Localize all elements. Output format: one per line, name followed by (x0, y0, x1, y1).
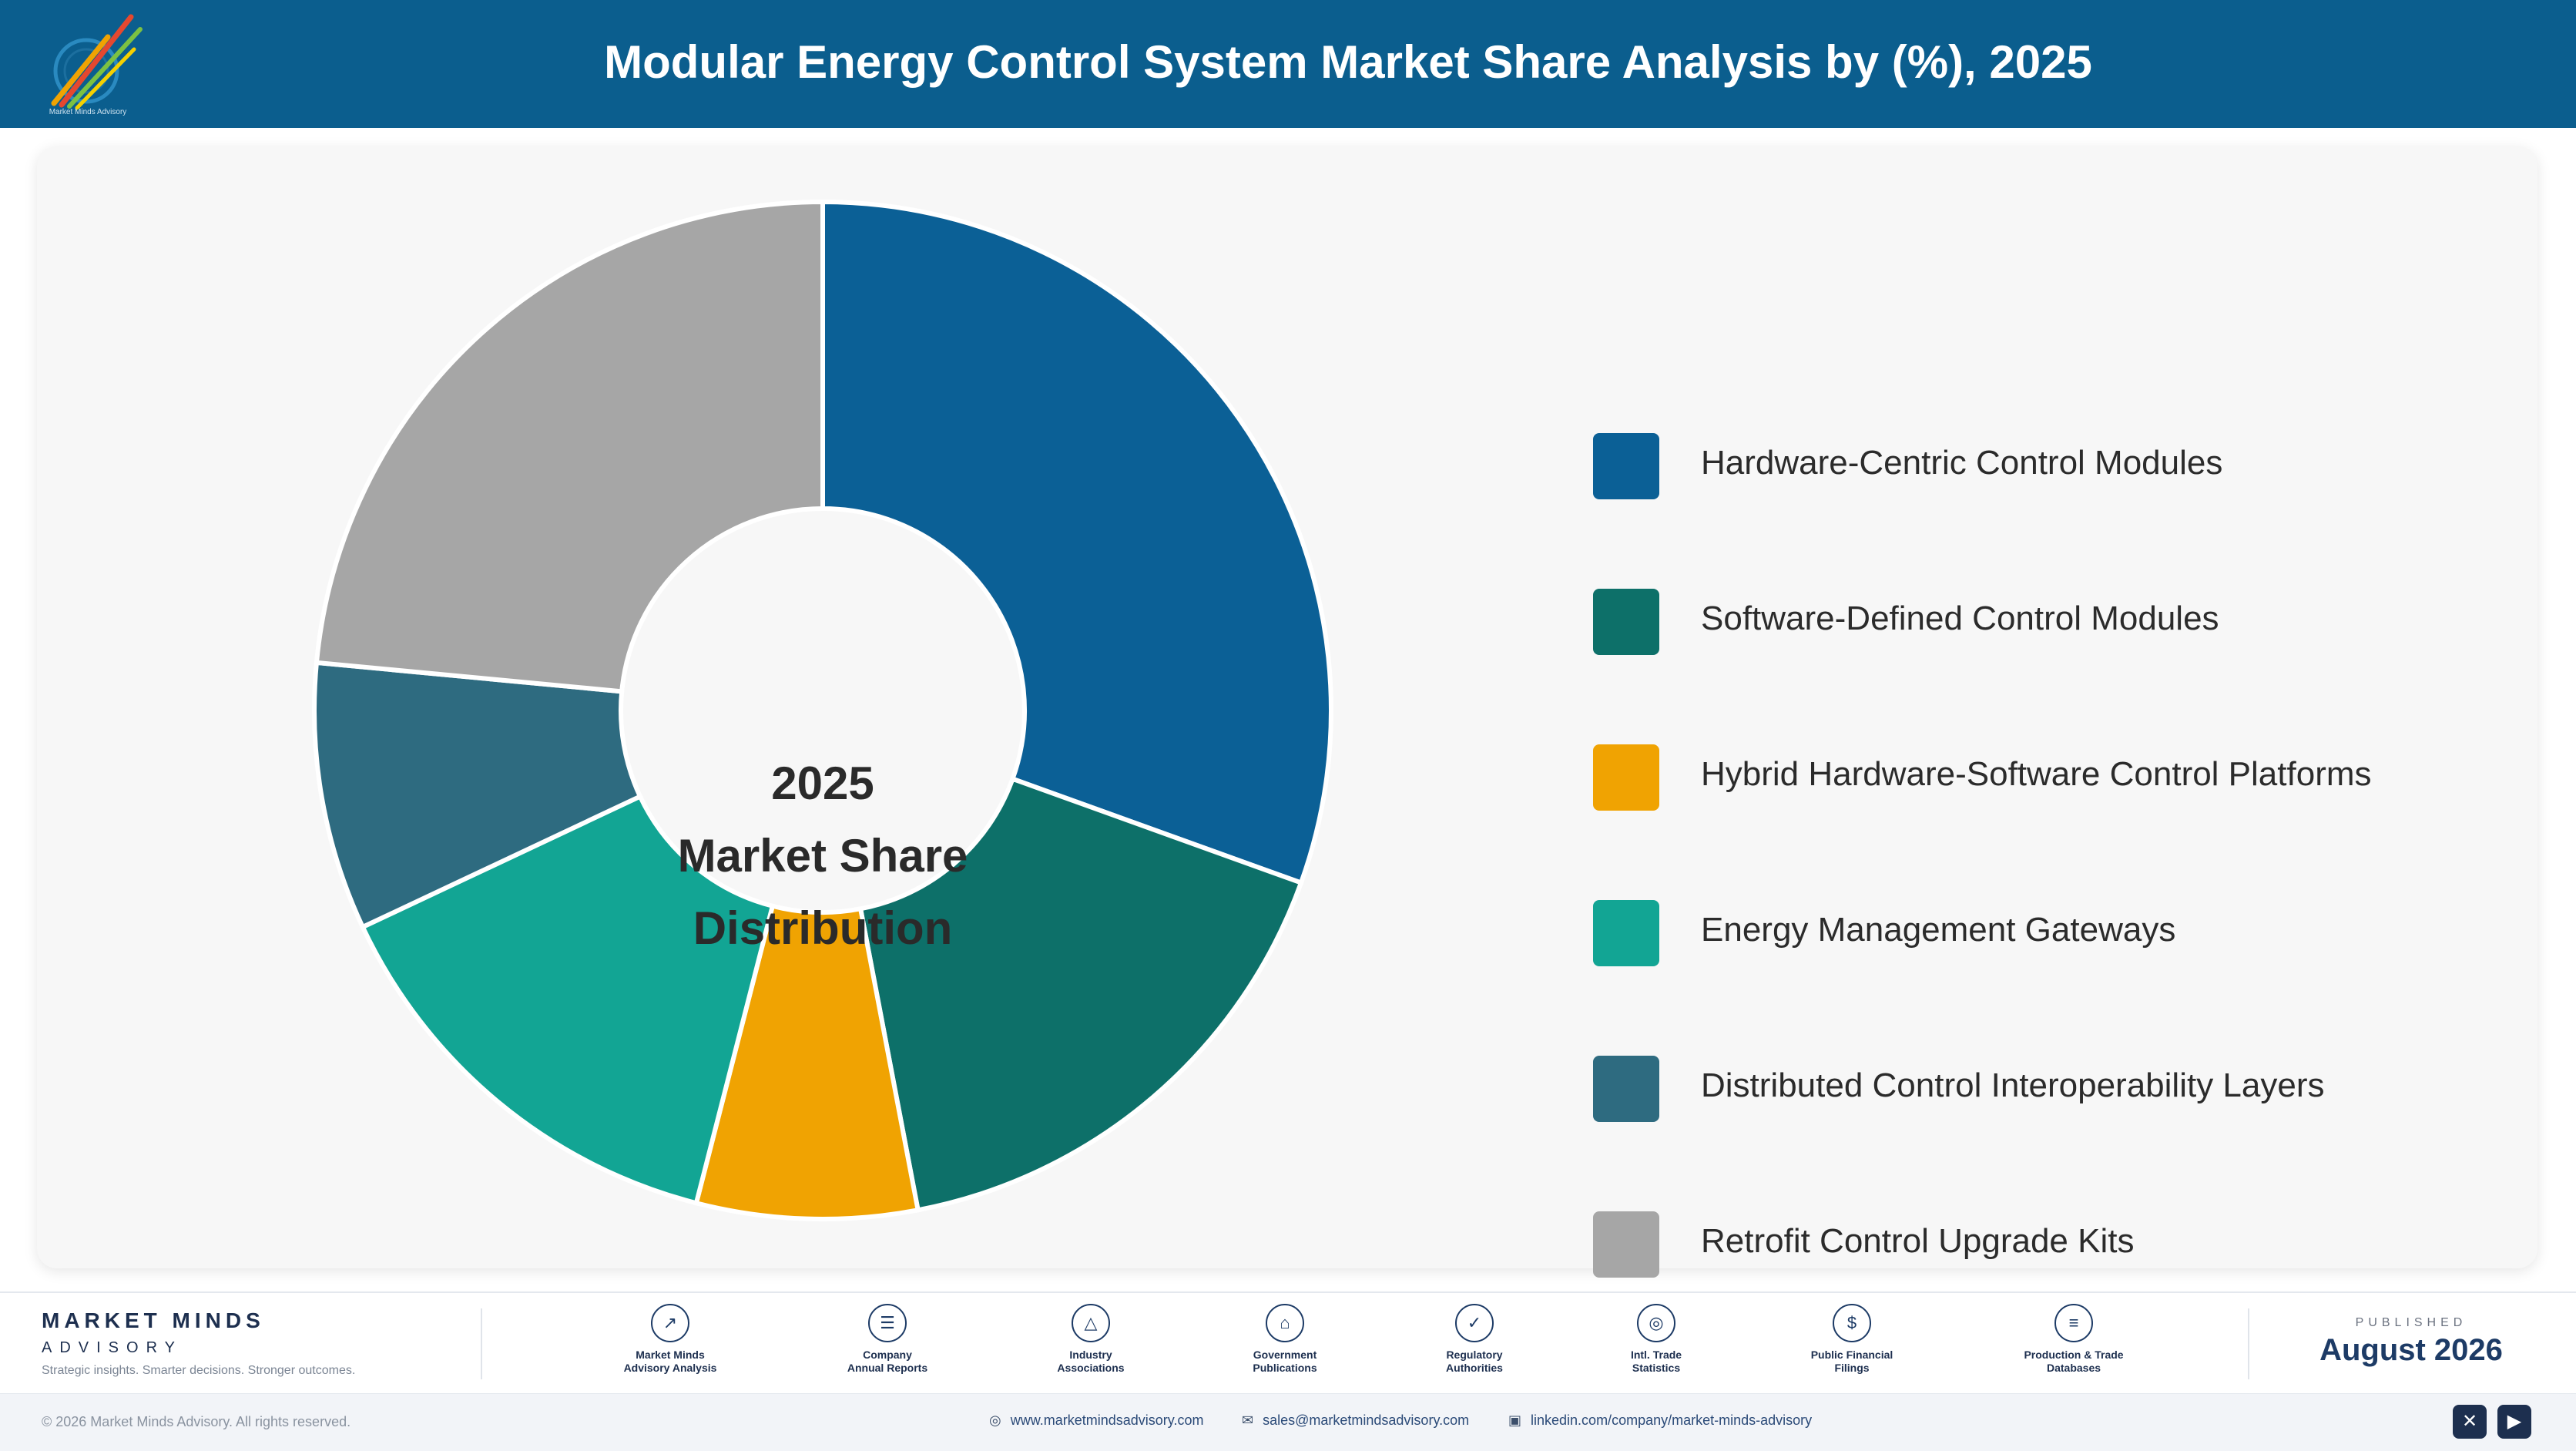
pie-slice-2 (857, 775, 1304, 1213)
source-government-publications: ⌂ Government Publications (1208, 1304, 1362, 1375)
legend-label: Hardware-Centric Control Modules (1701, 444, 2223, 482)
source-company-reports: ☰ Company Annual Reports (810, 1304, 964, 1375)
legend-swatch (1593, 744, 1659, 811)
source-label: Regulatory Authorities (1446, 1349, 1503, 1374)
linkedin-text[interactable]: linkedin.com/company/market-minds-adviso… (1531, 1412, 1813, 1428)
legend-label: Distributed Control Interoperability Lay… (1701, 1066, 2325, 1104)
pie-slice-4 (359, 793, 776, 1206)
globe-icon: ◎ (1637, 1304, 1675, 1342)
brand-subtitle: ADVISORY (42, 1339, 183, 1356)
published-date: August 2026 (2319, 1333, 2503, 1367)
donut-chart (312, 199, 1333, 1221)
document-icon: ☰ (868, 1304, 907, 1342)
legend-label: Energy Management Gateways (1701, 911, 2176, 949)
legend-swatch (1593, 1211, 1659, 1278)
source-label: Production & Trade Databases (2024, 1349, 2124, 1374)
source-label: Company Annual Reports (847, 1349, 928, 1374)
donut-center-label: 2025 Market Share Distribution (646, 747, 1000, 965)
logo-caption: Market Minds Advisory (49, 108, 127, 116)
footer: MARKET MINDS ADVISORY Strategic insights… (0, 1291, 2576, 1393)
source-label: Public Financial Filings (1810, 1349, 1893, 1374)
source-production-trade-databases: ≡ Production & Trade Databases (1997, 1304, 2151, 1375)
x-icon[interactable]: ✕ (2453, 1405, 2487, 1439)
source-label: Industry Associations (1057, 1349, 1125, 1374)
bottom-bar: © 2026 Market Minds Advisory. All rights… (0, 1393, 2576, 1451)
published-label: PUBLISHED (2355, 1316, 2467, 1329)
source-regulatory-authorities: ✓ Regulatory Authorities (1397, 1304, 1551, 1375)
pie-slice-5 (312, 660, 643, 931)
center-label-year: 2025 (771, 757, 874, 809)
source-intl-trade-statistics: ◎ Intl. Trade Statistics (1579, 1304, 1733, 1375)
source-label: Government Publications (1253, 1349, 1317, 1374)
brand-tagline: Strategic insights. Smarter decisions. S… (42, 1364, 356, 1377)
footer-divider (2248, 1308, 2249, 1379)
database-icon: ≡ (2054, 1304, 2093, 1342)
email-link[interactable]: ✉ sales@marketmindsadvisory.com (1242, 1412, 1469, 1429)
pie-slice-6 (314, 199, 825, 694)
globe-icon: ◎ (989, 1412, 1001, 1428)
source-label: Intl. Trade Statistics (1630, 1349, 1682, 1374)
source-market-minds-analysis: ↗ Market Minds Advisory Analysis (593, 1304, 747, 1375)
network-icon: △ (1072, 1304, 1110, 1342)
shield-check-icon: ✓ (1455, 1304, 1494, 1342)
source-label: Market Minds Advisory Analysis (623, 1349, 717, 1374)
legend-swatch (1593, 1056, 1659, 1122)
market-minds-logo-icon (51, 14, 143, 110)
legend-swatch (1593, 900, 1659, 966)
source-industry-associations: △ Industry Associations (1014, 1304, 1168, 1375)
legend-label: Retrofit Control Upgrade Kits (1701, 1222, 2135, 1260)
youtube-icon[interactable]: ▶ (2497, 1405, 2531, 1439)
coin-icon: $ (1833, 1304, 1871, 1342)
linkedin-icon: ▣ (1508, 1412, 1522, 1428)
brand-name: MARKET MINDS (42, 1308, 265, 1332)
footer-divider (481, 1308, 482, 1379)
center-label-line-2: Market Share (677, 830, 968, 882)
chart-title: Modular Energy Control System Market Sha… (604, 36, 2092, 88)
website-link[interactable]: ◎ www.marketmindsadvisory.com (989, 1412, 1203, 1429)
legend-label: Software-Defined Control Modules (1701, 600, 2219, 637)
linkedin-link[interactable]: ▣ linkedin.com/company/market-minds-advis… (1508, 1412, 1812, 1429)
legend-swatch (1593, 589, 1659, 655)
legend-label: Hybrid Hardware-Software Control Platfor… (1701, 755, 2372, 793)
copyright-text: © 2026 Market Minds Advisory. All rights… (42, 1414, 351, 1429)
center-label-line-3: Distribution (693, 902, 953, 954)
trend-chart-icon: ↗ (651, 1304, 689, 1342)
email-text[interactable]: sales@marketmindsadvisory.com (1263, 1412, 1470, 1428)
pie-slice-1 (820, 199, 1333, 886)
pie-slice-3 (693, 903, 921, 1221)
source-public-financial-filings: $ Public Financial Filings (1775, 1304, 1929, 1375)
mail-icon: ✉ (1242, 1412, 1254, 1428)
header-bar: Market Minds Advisory Modular Energy Con… (0, 0, 2576, 128)
legend-swatch (1593, 433, 1659, 499)
chart-card: 2025 Market Share Distribution Hardware-… (37, 146, 2537, 1278)
website-text[interactable]: www.marketmindsadvisory.com (1010, 1412, 1204, 1428)
government-building-icon: ⌂ (1266, 1304, 1304, 1342)
